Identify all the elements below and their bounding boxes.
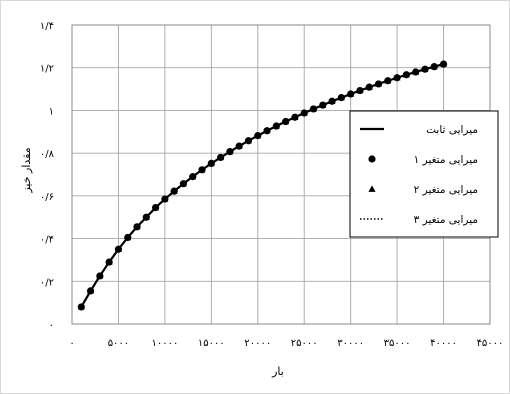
data-point-triangle bbox=[263, 127, 271, 134]
data-point-triangle bbox=[152, 204, 159, 211]
x-tick-label: ۳۵۰۰۰ bbox=[384, 338, 411, 349]
x-tick-label: ۴۵۰۰۰ bbox=[477, 338, 504, 349]
legend-label: میرایی متغیر ۲ bbox=[414, 184, 478, 196]
series-line-3 bbox=[80, 63, 444, 308]
x-tick-label: ۲۵۰۰۰ bbox=[291, 338, 318, 349]
y-axis-title: مقدار خیز bbox=[20, 147, 33, 193]
y-tick-label: ۰/۸ bbox=[40, 149, 55, 160]
legend-label: میرایی متغیر ۱ bbox=[414, 154, 478, 166]
legend-swatch-circle bbox=[368, 155, 376, 163]
legend: میرایی ثابت میرایی متغیر ۱ میرایی متغیر ۲ م… bbox=[349, 110, 499, 238]
y-tick-label: ۰ bbox=[49, 320, 54, 331]
data-point-triangle bbox=[347, 90, 355, 97]
x-tick-label: ۲۰۰۰۰ bbox=[244, 338, 271, 349]
x-tick-label: ۴۰۰۰۰ bbox=[430, 338, 457, 349]
x-tick-label: ۵۰۰۰ bbox=[108, 338, 129, 349]
data-point-triangle bbox=[189, 173, 197, 180]
x-axis-title: بار bbox=[271, 365, 284, 378]
data-point-triangle bbox=[254, 132, 262, 139]
y-tick-label: ۱/۲ bbox=[40, 64, 54, 75]
data-point-triangle bbox=[440, 60, 447, 67]
x-tick-label: ۰ bbox=[69, 338, 74, 349]
tick-labels: ۰ ۵۰۰۰ ۱۰۰۰۰ ۱۵۰۰۰ ۲۰۰۰۰ ۲۵۰۰۰ ۳۰۰۰۰ ۳۵۰۰۰ ۴۰۰۰۰… bbox=[40, 21, 504, 349]
x-tick-label: ۱۵۰۰۰ bbox=[198, 338, 225, 349]
y-tick-label: ۰/۲ bbox=[40, 277, 54, 288]
y-tick-label: ۱ bbox=[49, 106, 54, 117]
y-tick-label: ۱/۴ bbox=[40, 21, 54, 32]
legend-swatch-triangle bbox=[368, 185, 376, 192]
legend-label: میرایی ثابت bbox=[426, 124, 478, 136]
y-tick-label: ۰/۶ bbox=[40, 192, 54, 203]
legend-box bbox=[349, 110, 499, 238]
x-tick-label: ۳۰۰۰۰ bbox=[337, 338, 364, 349]
data-point-triangle bbox=[393, 74, 401, 81]
x-tick-label: ۱۰۰۰۰ bbox=[151, 338, 178, 349]
legend-label: میرایی متغیر ۳ bbox=[414, 214, 478, 226]
series-layer bbox=[77, 60, 448, 311]
y-tick-label: ۰/۴ bbox=[40, 235, 54, 246]
